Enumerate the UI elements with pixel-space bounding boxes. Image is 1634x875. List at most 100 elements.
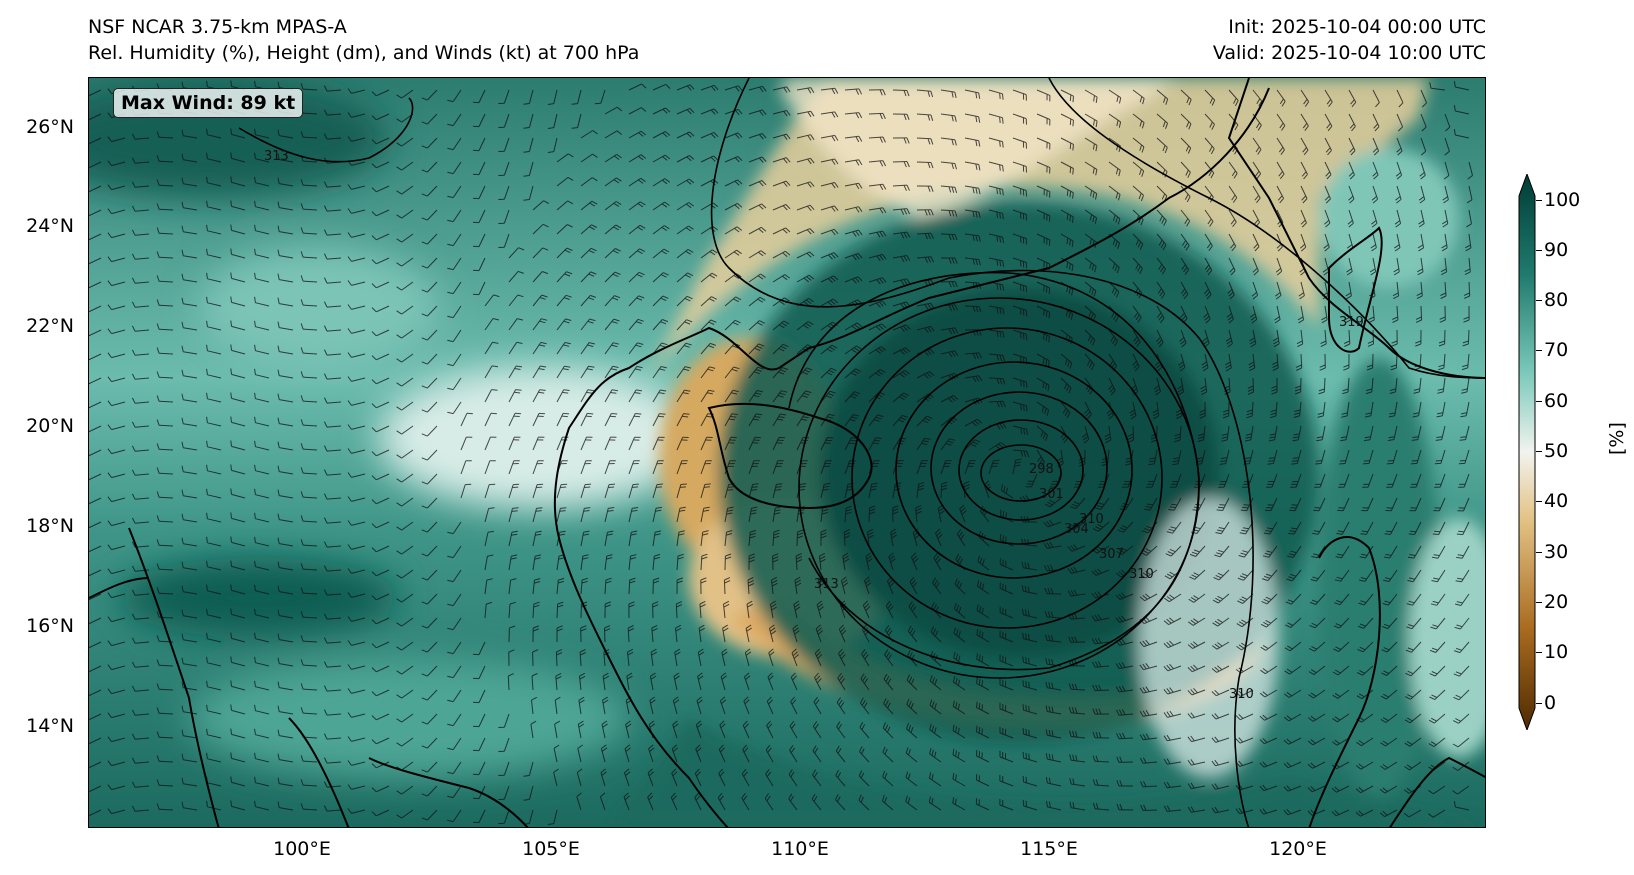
wind-barb-flag [1333, 625, 1340, 629]
wind-barb [1180, 185, 1191, 197]
wind-barb-flag [1046, 409, 1050, 416]
wind-barb-flag [720, 696, 726, 702]
wind-barb-flag [954, 327, 959, 334]
wind-barb-flag [1115, 192, 1119, 199]
wind-barb-flag [578, 720, 584, 725]
wind-barb [1228, 113, 1239, 126]
wind-barb-flag [879, 278, 884, 284]
wind-barb-flag [1327, 125, 1333, 132]
wind-barb-flag [1444, 150, 1450, 156]
wind-barb [813, 701, 822, 715]
wind-barb [1313, 689, 1326, 699]
wind-barb-flag [954, 578, 958, 585]
wind-barb-flag [1158, 315, 1163, 321]
wind-barb [135, 377, 150, 380]
wind-barb-flag [802, 416, 809, 419]
wind-barb-flag [676, 604, 683, 608]
wind-barb [158, 280, 174, 283]
wind-barb-flag [1262, 668, 1269, 673]
wind-barb-flag [131, 541, 136, 548]
wind-barb-flag [277, 609, 280, 616]
wind-barb [1036, 89, 1051, 96]
wind-barb-flag [1345, 319, 1351, 324]
wind-barb-flag [649, 747, 655, 752]
wind-barb-flag [347, 88, 352, 94]
wind-barb [556, 603, 559, 619]
wind-barb-flag [1346, 295, 1352, 300]
wind-barb-flag [107, 304, 112, 310]
wind-barb [859, 726, 870, 739]
wind-barb [748, 343, 760, 355]
wind-barb-flag [624, 744, 631, 749]
wind-barb-flag [1045, 383, 1047, 390]
wind-barb-flag [181, 489, 184, 496]
wind-barb-flag [683, 413, 690, 415]
wind-barb [401, 137, 414, 147]
wind-barb [999, 756, 1014, 763]
wind-barb-flag [773, 535, 780, 539]
wind-barb-flag [654, 533, 661, 536]
wind-barb [426, 521, 438, 533]
wind-barb-flag [1284, 693, 1290, 698]
wind-barb-flag [712, 202, 719, 208]
wind-barb-flag [131, 205, 136, 212]
wind-barb-flag [840, 627, 846, 633]
wind-barb-flag [1436, 436, 1443, 438]
wind-barb-flag [1202, 367, 1209, 372]
wind-barb-flag [713, 155, 719, 161]
wind-barb [940, 460, 947, 475]
wind-barb-flag [1022, 680, 1024, 687]
wind-barb-flag [660, 389, 667, 392]
wind-barb-flag [1121, 547, 1127, 552]
wind-barb-flag [924, 350, 929, 357]
wind-barb-flag [1043, 309, 1045, 316]
wind-barb [1396, 209, 1402, 224]
wind-barb-flag [206, 368, 208, 375]
wind-barb [1443, 353, 1446, 369]
wind-barb-flag [627, 675, 633, 680]
wind-barb [508, 342, 518, 355]
wind-barb-flag [1111, 311, 1115, 318]
wind-barb-flag [556, 628, 563, 632]
wind-barb-flag [1349, 198, 1355, 204]
wind-barb-flag [1088, 311, 1092, 318]
wind-barb-flag [1068, 287, 1071, 294]
wind-barb-flag [863, 702, 868, 708]
wind-barb [376, 401, 390, 409]
wind-barb-flag [1369, 268, 1376, 273]
wind-barb-flag [563, 297, 570, 300]
wind-barb [604, 106, 618, 115]
wind-barb-flag [1300, 271, 1306, 276]
wind-barb [988, 185, 1003, 190]
wind-barb-flag [846, 488, 853, 491]
wind-barb [111, 545, 126, 551]
wind-barb [748, 413, 757, 427]
wind-barb [351, 545, 366, 550]
wind-barb-flag [206, 200, 208, 207]
wind-barb-flag [323, 349, 328, 356]
wind-barb [255, 710, 270, 715]
wind-barb-flag [1094, 217, 1098, 224]
wind-barb [1312, 713, 1326, 722]
wind-barb-flag [808, 297, 814, 303]
wind-barb [1047, 734, 1062, 739]
wind-barb-flag [883, 698, 887, 704]
wind-barb-flag [810, 87, 815, 93]
wind-barb [1388, 593, 1398, 606]
wind-barb [652, 389, 661, 403]
wind-barb [183, 423, 198, 427]
wind-barb-flag [770, 603, 777, 608]
wind-barb-flag [181, 441, 184, 448]
wind-barb-flag [1211, 714, 1217, 720]
wind-barb [1228, 377, 1231, 393]
wind-barb-flag [999, 116, 1001, 123]
wind-barb-flag [855, 112, 860, 119]
wind-barb [721, 652, 726, 667]
wind-barb-flag [814, 672, 819, 678]
wind-barb [723, 579, 726, 595]
wind-barb-flag [156, 587, 160, 594]
wind-barb-flag [181, 273, 184, 280]
wind-barb-flag [1181, 240, 1187, 246]
wind-barb [1215, 761, 1230, 767]
wind-barb-flag [772, 559, 779, 563]
